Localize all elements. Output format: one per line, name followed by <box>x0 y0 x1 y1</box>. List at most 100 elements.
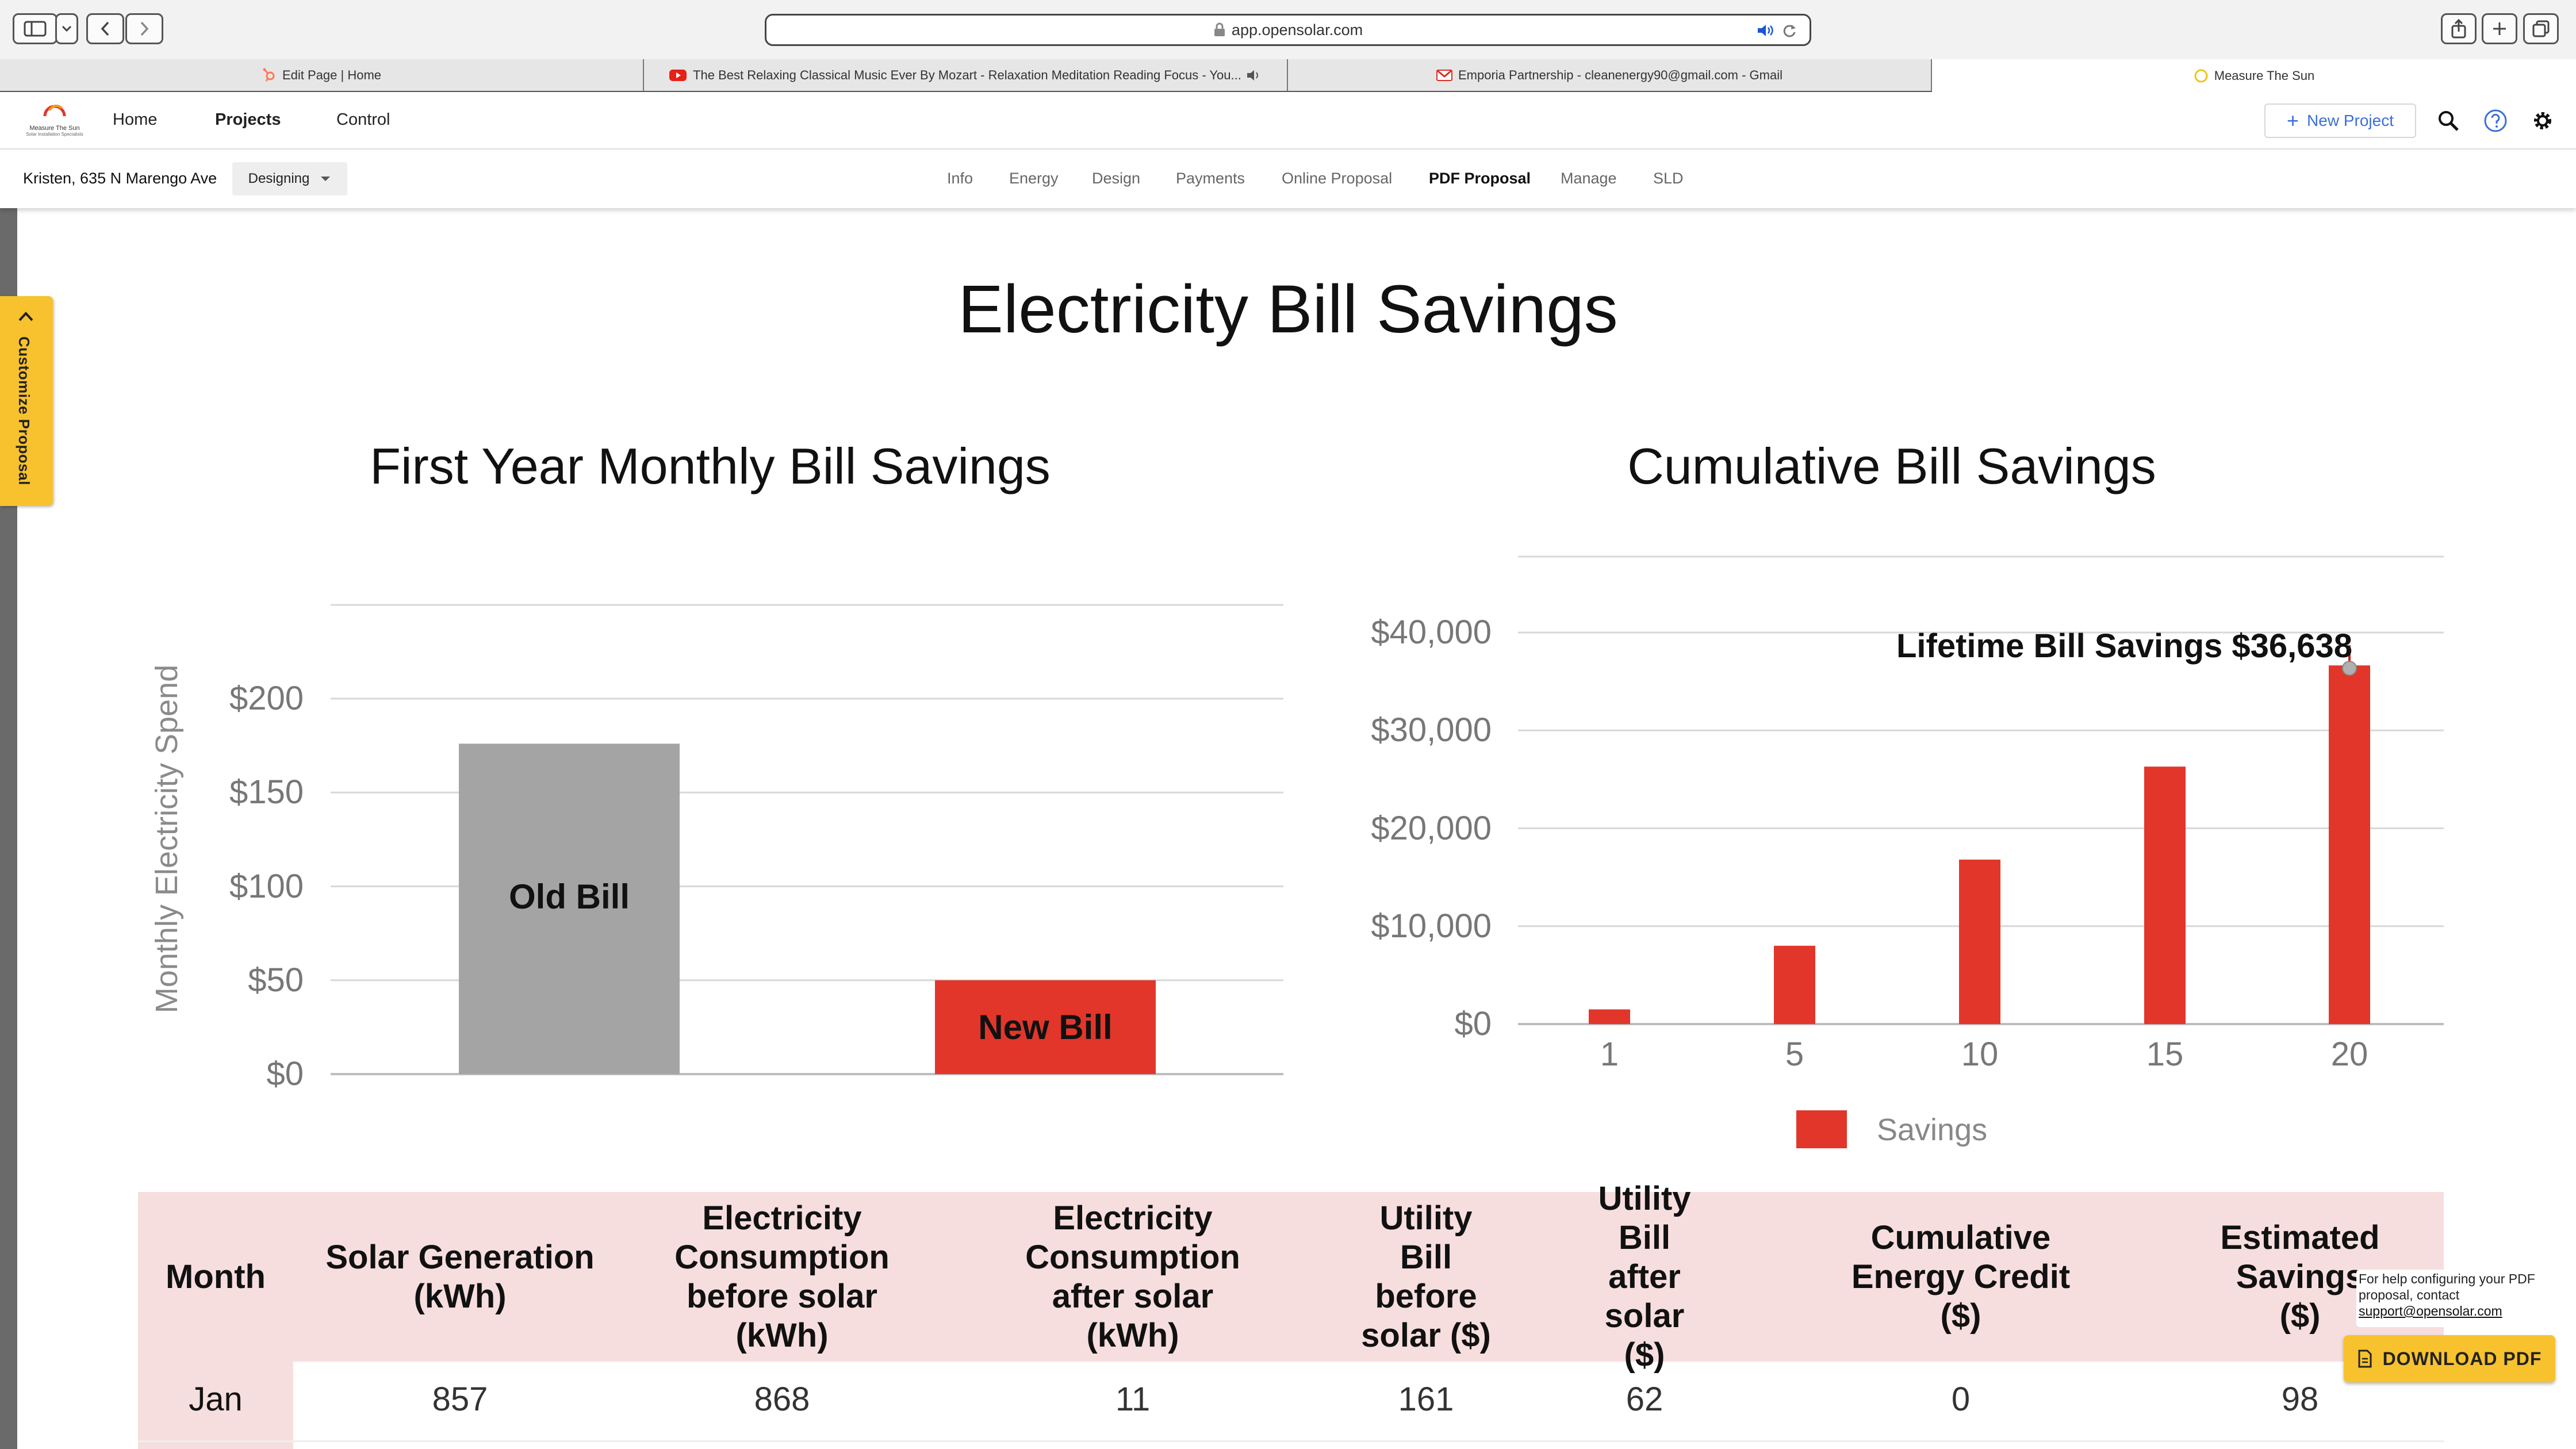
gear-icon[interactable] <box>2530 108 2555 133</box>
bar-data-label: Old Bill <box>509 877 630 916</box>
tab-group-button[interactable] <box>55 13 78 44</box>
help-text: For help configuring your PDF proposal, … <box>2359 1271 2535 1302</box>
new-project-label: New Project <box>2307 112 2394 129</box>
x-tick-label: 10 <box>1961 1036 1999 1073</box>
tab-payments[interactable]: Payments <box>1176 170 1245 187</box>
sun-icon <box>2194 69 2208 82</box>
table-header-cell: Month <box>166 1258 266 1295</box>
y-tick-label: $0 <box>1454 1005 1492 1042</box>
x-tick-label: 15 <box>2146 1036 2184 1073</box>
stage-dropdown[interactable]: Designing <box>232 162 347 195</box>
y-tick-label: $200 <box>229 680 304 717</box>
back-button[interactable] <box>86 13 124 44</box>
pdf-help-tooltip: For help configuring your PDF proposal, … <box>2356 1270 2552 1327</box>
tab-title: Emporia Partnership - cleanenergy90@gmai… <box>1458 67 1782 82</box>
tab-overview-button[interactable] <box>2523 13 2559 44</box>
caret-down-icon <box>321 177 331 181</box>
x-tick-label: 5 <box>1785 1036 1804 1073</box>
tab-online-proposal[interactable]: Online Proposal <box>1282 170 1393 187</box>
sidebar-icon <box>24 21 47 37</box>
y-tick-label: $50 <box>248 961 304 999</box>
table-header-cell: Electricity Consumption before solar (kW… <box>674 1199 890 1354</box>
legend-swatch <box>1796 1110 1847 1148</box>
project-subnav: Kristen, 635 N Marengo Ave Designing Inf… <box>0 150 2576 208</box>
hubspot-icon <box>263 68 275 82</box>
logo-subtext: Solar Installation Specialists <box>26 132 83 137</box>
forward-button[interactable] <box>125 13 163 44</box>
browser-toolbar: app.opensolar.com <box>0 0 2576 59</box>
table-header-cell: Electricity Consumption after solar (kWh… <box>1025 1199 1240 1354</box>
plus-icon: + <box>2287 109 2299 132</box>
url-text: app.opensolar.com <box>1231 21 1363 39</box>
app-header: Measure The Sun Solar Installation Speci… <box>0 92 2576 150</box>
download-pdf-button[interactable]: DOWNLOAD PDF <box>2344 1335 2555 1382</box>
stage-value: Designing <box>248 171 310 186</box>
table-header-cell: Utility Bill after solar ($) <box>1598 1179 1691 1374</box>
y-tick-label: $100 <box>229 867 304 905</box>
share-icon <box>2451 19 2466 39</box>
tab-title: Edit Page | Home <box>282 67 382 82</box>
chart-title-monthly: First Year Monthly Bill Savings <box>370 438 1051 494</box>
new-project-button[interactable]: + New Project <box>2264 103 2416 138</box>
page-title: Electricity Bill Savings <box>958 271 1618 347</box>
tab-pdf-proposal[interactable]: PDF Proposal <box>1429 170 1531 187</box>
legend-label: Savings <box>1877 1113 1988 1147</box>
tab-title: The Best Relaxing Classical Music Ever B… <box>693 67 1241 82</box>
tab-energy[interactable]: Energy <box>1009 170 1059 187</box>
table-row-month-cell <box>138 1362 293 1449</box>
y-tick-label: $150 <box>229 773 304 811</box>
bar-year-20 <box>2329 665 2370 1024</box>
y-tick-label: $40,000 <box>1371 614 1492 651</box>
y-tick-label: $20,000 <box>1371 809 1492 847</box>
browser-tab[interactable]: Emporia Partnership - cleanenergy90@gmai… <box>1288 59 1932 91</box>
customize-proposal-tab[interactable]: Customize Proposal <box>0 296 53 506</box>
bar-year-5 <box>1774 945 1815 1024</box>
table-cell: 0 <box>1951 1380 1971 1418</box>
chevron-down-icon <box>62 25 72 32</box>
x-tick-label: 20 <box>2330 1036 2368 1073</box>
help-icon[interactable] <box>2483 108 2508 133</box>
browser-tab-active[interactable]: Measure The Sun <box>1932 59 2576 92</box>
nav-projects[interactable]: Projects <box>215 110 281 129</box>
youtube-icon <box>669 69 687 81</box>
table-cell: 98 <box>2281 1380 2319 1418</box>
table-header-cell: Solar Generation (kWh) <box>325 1238 595 1315</box>
row-divider <box>138 1440 2444 1442</box>
customize-proposal-label: Customize Proposal <box>16 336 33 485</box>
speaker-icon[interactable] <box>1246 69 1262 82</box>
table-header-cell: Cumulative Energy Credit ($) <box>1851 1218 2071 1335</box>
table-cell: 11 <box>1115 1380 1151 1418</box>
nav-control[interactable]: Control <box>336 110 390 129</box>
new-tab-button[interactable] <box>2482 13 2517 44</box>
tab-design[interactable]: Design <box>1092 170 1141 187</box>
chevron-left-icon <box>101 21 109 36</box>
download-pdf-label: DOWNLOAD PDF <box>2382 1348 2542 1369</box>
gmail-icon <box>1436 69 1452 81</box>
reload-icon[interactable] <box>1782 23 1797 38</box>
search-icon[interactable] <box>2437 109 2460 132</box>
browser-tab[interactable]: Edit Page | Home <box>0 59 644 91</box>
chevron-right-icon <box>140 21 149 36</box>
tab-sld[interactable]: SLD <box>1653 170 1684 187</box>
share-button[interactable] <box>2441 13 2477 44</box>
y-tick-label: $30,000 <box>1371 711 1492 749</box>
company-logo[interactable]: Measure The Sun Solar Installation Speci… <box>23 99 86 143</box>
tab-manage[interactable]: Manage <box>1561 170 1617 187</box>
tab-info[interactable]: Info <box>947 170 973 187</box>
speaker-icon[interactable] <box>1757 23 1775 38</box>
address-bar[interactable]: app.opensolar.com <box>765 14 1811 46</box>
sidebar-toggle-button[interactable] <box>13 13 57 44</box>
x-tick-label: 1 <box>1600 1036 1619 1073</box>
savings-table-header: Month Solar Generation (kWh) Electricity… <box>138 1179 2444 1374</box>
nav-home[interactable]: Home <box>113 110 158 129</box>
browser-tab-strip: Edit Page | Home The Best Relaxing Class… <box>0 59 2576 92</box>
table-cell: 868 <box>754 1380 810 1418</box>
lock-icon <box>1214 22 1225 36</box>
table-cell: 161 <box>1398 1380 1454 1418</box>
browser-tab[interactable]: The Best Relaxing Classical Music Ever B… <box>644 59 1288 91</box>
lifetime-savings-annotation: Lifetime Bill Savings $36,638 <box>1896 627 2353 665</box>
support-email-link[interactable]: support@opensolar.com <box>2359 1304 2502 1318</box>
tabs-icon <box>2532 20 2550 37</box>
tab-title: Measure The Sun <box>2214 68 2315 83</box>
y-tick-label: $0 <box>266 1055 304 1092</box>
